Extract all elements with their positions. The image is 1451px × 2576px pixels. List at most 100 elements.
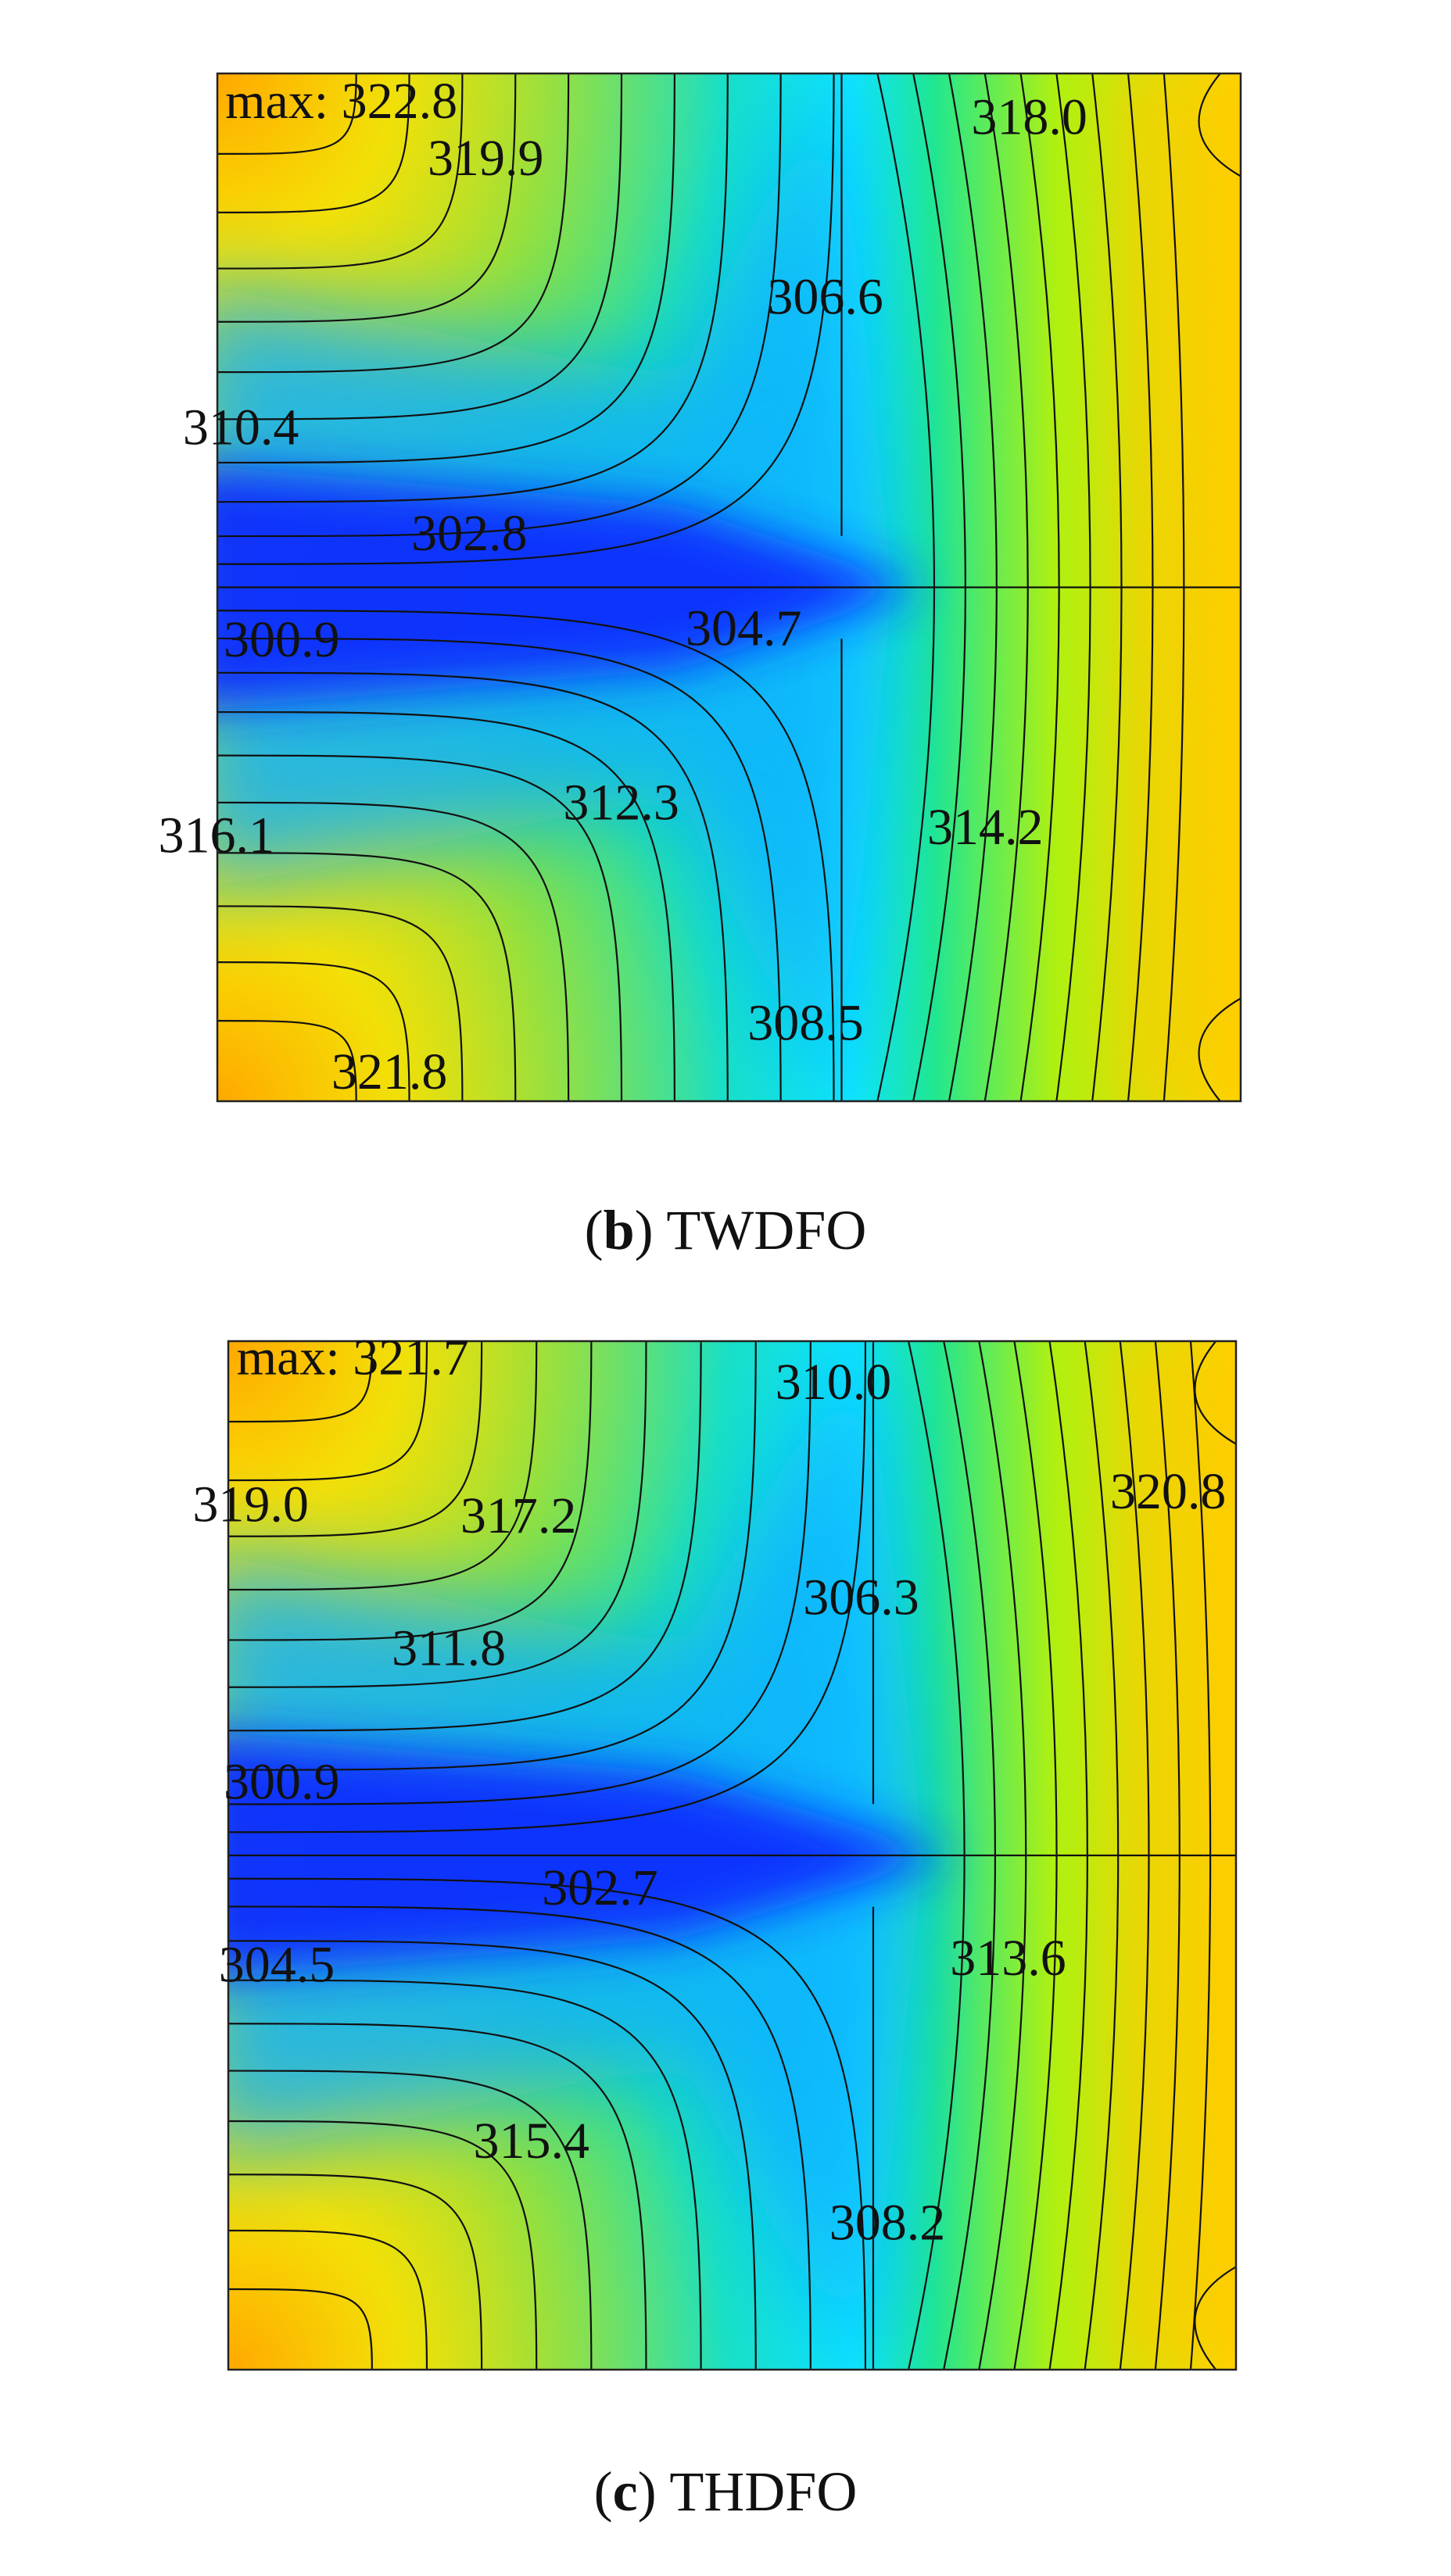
contour-line: [228, 1341, 428, 1482]
contour-label: 321.8: [331, 1043, 448, 1100]
contour-line: [1091, 73, 1123, 1101]
contour-line: [217, 610, 835, 1101]
color-field: [217, 73, 1241, 1101]
contour-label: 312.3: [563, 775, 679, 832]
contour-line: [217, 671, 729, 1101]
contour-label: 310.0: [776, 1354, 892, 1411]
contour-line: [228, 2120, 538, 2370]
plot-frame: [216, 72, 1242, 1103]
contour-line: [217, 905, 464, 1101]
contour-label: 315.4: [474, 2113, 590, 2170]
contour-label: 318.0: [971, 89, 1087, 146]
contour-line: [1127, 73, 1154, 1101]
contour-line: [228, 2070, 593, 2370]
contour-line: [1048, 1341, 1088, 2370]
contour-line: [228, 2174, 483, 2370]
contour-line: [228, 1341, 867, 1834]
contour-label: 304.7: [686, 599, 801, 657]
contour-line: [228, 1341, 593, 1641]
contour-line: [1194, 2266, 1236, 2370]
contour-line: [217, 710, 675, 1101]
contour-label: 313.6: [950, 1930, 1066, 1987]
contour-label: 310.4: [183, 399, 299, 456]
caption-label: c: [613, 2460, 638, 2523]
contour-label: 319.0: [192, 1476, 309, 1533]
caption-label: b: [604, 1199, 635, 1261]
contour-line: [228, 1940, 757, 2370]
contour-line: [1189, 1341, 1212, 2370]
contour-label: max: 322.8: [225, 73, 457, 130]
contour-line: [228, 1905, 811, 2370]
contour-line: [217, 73, 410, 213]
contour-line: [1163, 73, 1185, 1101]
contour-line: [217, 73, 782, 538]
caption-title: THDFO: [669, 2460, 857, 2523]
contour-label: 316.1: [159, 807, 275, 864]
contour-panel: [216, 72, 1242, 1103]
contour-line: [943, 1341, 996, 2370]
contour-line: [217, 801, 570, 1101]
contour-line: [876, 73, 936, 1101]
contour-label: 311.8: [392, 1619, 506, 1676]
contour-line: [1013, 1341, 1058, 2370]
plot-frame: [227, 1340, 1238, 2371]
caption-title: TWDFO: [666, 1199, 866, 1261]
contour-line: [228, 2023, 647, 2370]
contour-line: [1194, 1341, 1236, 1445]
contour-line: [228, 2288, 373, 2370]
contour-panel: [227, 1340, 1238, 2371]
color-field: [228, 1341, 1236, 2370]
contour-label: 304.5: [219, 1936, 335, 1993]
contour-line: [912, 73, 966, 1101]
contour-line: [228, 1341, 647, 1688]
contour-line: [217, 73, 675, 464]
caption-paren: (: [585, 1199, 604, 1261]
contour-label: 317.2: [460, 1487, 577, 1544]
caption-paren: (: [594, 2460, 613, 2523]
contour-line: [228, 1341, 483, 1537]
contour-line: [217, 637, 782, 1101]
contour-label: 306.6: [767, 268, 883, 325]
contour-line: [217, 1020, 357, 1101]
contour-line: [217, 73, 357, 155]
contour-line: [217, 73, 517, 323]
contour-line: [1154, 1341, 1181, 2370]
contour-line: [228, 1341, 538, 1591]
contour-label: 300.9: [224, 611, 340, 668]
contour-label: max: 321.7: [237, 1329, 469, 1386]
contour-label: 302.7: [542, 1859, 658, 1916]
caption: (b) TWDFO: [585, 1199, 867, 1261]
contour-line: [228, 1341, 811, 1805]
contour-line: [948, 73, 998, 1101]
contour-line: [908, 1341, 966, 2370]
contour-label: 320.8: [1110, 1463, 1227, 1520]
contour-line: [1198, 73, 1241, 177]
contour-label: 300.9: [224, 1754, 340, 1811]
contour-line: [978, 1341, 1027, 2370]
contour-label: 314.2: [927, 799, 1044, 856]
caption-paren: ): [635, 1199, 654, 1261]
contour-line: [228, 1877, 867, 2370]
contour-label: 302.8: [411, 505, 528, 562]
contour-label: 308.5: [747, 995, 863, 1052]
contour-label: 319.9: [428, 130, 544, 187]
contour-line: [217, 73, 570, 374]
caption-paren: ): [638, 2460, 657, 2523]
contour-line: [217, 73, 729, 503]
contour-line: [228, 1979, 702, 2370]
contour-line: [1055, 73, 1091, 1101]
contour-line: [228, 1341, 702, 1732]
contour-line: [217, 754, 623, 1101]
contour-line: [1119, 1341, 1150, 2370]
contour-line: [1019, 73, 1060, 1101]
contour-label: 306.3: [803, 1569, 919, 1626]
contour-line: [228, 2229, 428, 2370]
contour-line: [1198, 997, 1241, 1101]
contour-line: [217, 73, 464, 270]
contour-line: [228, 1341, 757, 1771]
contour-line: [217, 73, 623, 420]
caption: (c) THDFO: [594, 2460, 858, 2523]
contour-line: [228, 1341, 373, 1423]
contour-line: [217, 73, 835, 565]
